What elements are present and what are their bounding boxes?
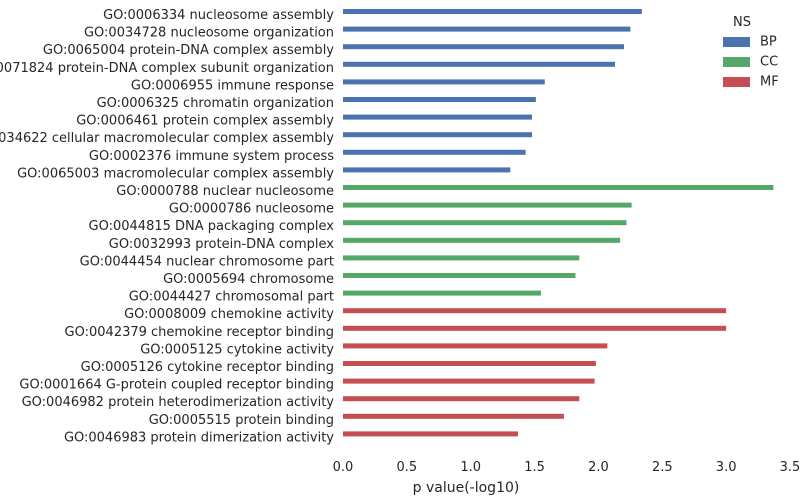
bar-mf [343,413,564,419]
category-label: GO:0065004 protein-DNA complex assembly [43,43,334,58]
x-tick-label: 1.0 [460,460,481,475]
category-label: GO:0005126 cytokine receptor binding [81,360,334,375]
x-tick-label: 3.5 [780,460,801,475]
legend-swatch-bp [723,37,750,47]
bar-bp [343,44,624,50]
bar-mf [343,396,580,402]
category-label: GO:0006955 immune response [131,78,334,93]
category-label: GO:0044427 chromosomal part [129,290,334,305]
legend-label-cc: CC [760,55,778,70]
bar-bp [343,167,511,173]
category-label: GO:0001664 G-protein coupled receptor bi… [19,378,334,393]
bar-cc [343,273,576,278]
legend-swatch-mf [723,77,750,87]
bar-bp [343,79,545,85]
bar-bp [343,9,642,14]
bar-mf [343,343,608,349]
bar-bp [343,114,533,120]
x-tick-label: 2.0 [588,460,609,475]
bar-cc [343,202,632,208]
bar-bp [343,97,536,102]
bar-bp [343,26,631,32]
x-axis-ticks: 0.0 0.5 1.0 1.5 2.0 2.5 3.0 3.5 [333,460,801,475]
x-axis-label: p value(-log10) [413,480,520,496]
x-tick-label: 1.5 [524,460,545,475]
legend-items: BP CC MF [723,35,779,90]
bar-mf [343,308,727,314]
bar-mf [343,431,518,437]
bar-cc [343,255,580,261]
legend-label-bp: BP [760,35,777,50]
legend-title: NS [733,15,751,30]
category-label: GO:0042379 chemokine receptor binding [65,325,334,340]
category-label: GO:0000788 nuclear nucleosome [116,184,334,199]
x-tick-label: 3.0 [716,460,737,475]
category-label: GO:0046983 protein dimerization activity [64,430,334,445]
category-label: GO:0071824 protein-DNA complex subunit o… [0,61,334,76]
x-tick-label: 0.5 [397,460,418,475]
legend-label-mf: MF [760,75,779,90]
bar-cc [343,185,774,190]
category-label: GO:0006334 nucleosome assembly [103,8,334,23]
category-label: GO:0046982 protein heterodimerization ac… [22,395,335,410]
category-labels: GO:0006334 nucleosome assembly GO:0034728… [0,8,334,445]
category-label: GO:0034728 nucleosome organization [84,26,334,41]
category-label: GO:0008009 chemokine activity [124,307,334,322]
category-label: GO:0005515 protein binding [149,413,334,428]
bar-mf [343,325,727,331]
category-label: GO:0006325 chromatin organization [97,96,334,111]
bar-bp [343,61,616,67]
category-label: GO:0000786 nucleosome [169,202,334,217]
legend: NS BP CC MF [723,15,779,90]
category-label: GO:0065003 macromolecular complex assemb… [17,166,334,181]
category-label: GO:0032993 protein-DNA complex [109,237,335,252]
category-label: GO:0005694 chromosome [163,272,334,287]
bar-cc [343,220,627,226]
bar-cc [343,290,541,296]
category-label: GO:0044815 DNA packaging complex [89,219,335,234]
bar-mf [343,378,595,384]
category-label: GO:0005125 cytokine activity [140,342,334,357]
category-label: GO:0044454 nuclear chromosome part [80,254,334,269]
legend-swatch-cc [723,57,750,67]
category-label: GO:0002376 immune system process [89,149,334,164]
x-tick-label: 2.5 [652,460,673,475]
bar-bp [343,149,526,155]
bar-bp [343,132,533,138]
bar-cc [343,237,621,243]
category-label: GO:0034622 cellular macromolecular compl… [0,131,334,146]
bar-mf [343,361,596,366]
bars [343,9,774,437]
category-label: GO:0006461 protein complex assembly [76,114,334,129]
x-tick-label: 0.0 [333,460,354,475]
